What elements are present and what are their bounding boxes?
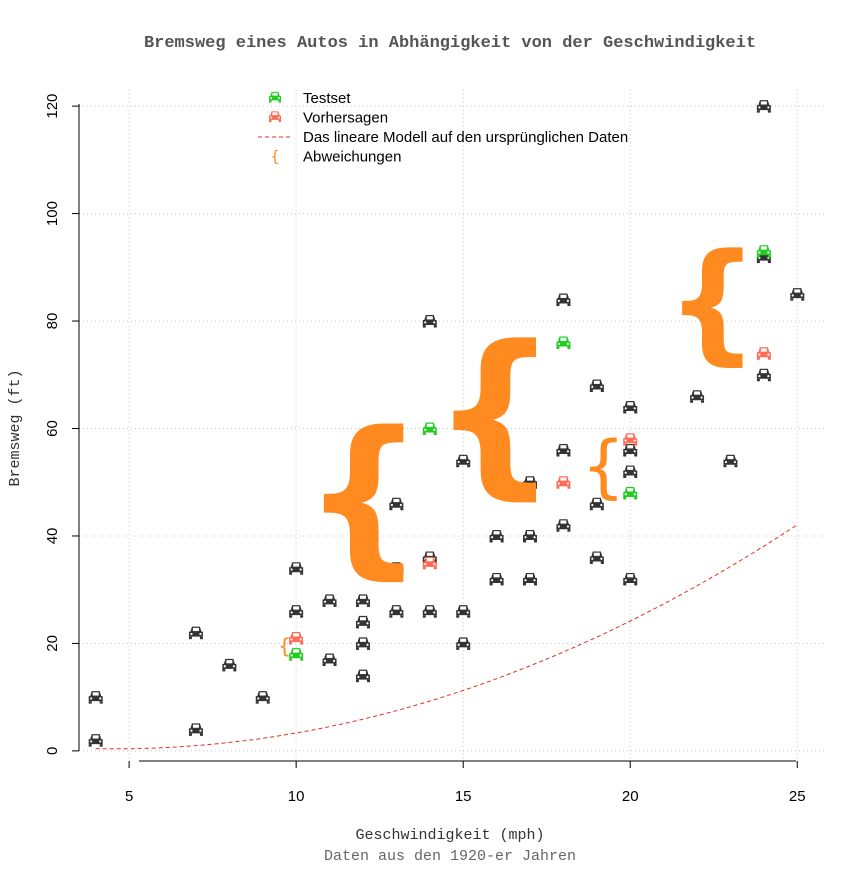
x-tick-label-0: 5 bbox=[125, 788, 133, 805]
data-point-37 bbox=[623, 401, 638, 414]
x-tick-label-3: 20 bbox=[622, 788, 639, 805]
data-point-28 bbox=[556, 519, 571, 532]
legend-abweichungen-label: Abweichungen bbox=[303, 149, 401, 166]
data-point-12 bbox=[355, 615, 370, 629]
data-point-29 bbox=[556, 443, 571, 457]
y-tick-label-4: 80 bbox=[44, 313, 61, 330]
y-tick-label-1: 20 bbox=[44, 635, 61, 652]
deviation-brace-0: { bbox=[278, 634, 291, 658]
model-line bbox=[95, 524, 798, 750]
data-point-25 bbox=[523, 572, 538, 586]
data-point-5 bbox=[255, 691, 270, 704]
legend-abweichungen-marker: { bbox=[270, 148, 280, 166]
data-point-26 bbox=[523, 529, 538, 543]
data-point-39 bbox=[723, 454, 738, 468]
chart-subtitle: Daten aus den 1920-er Jahren bbox=[324, 848, 576, 865]
deviation-brace-1: { bbox=[302, 394, 424, 595]
data-point-20 bbox=[456, 637, 471, 650]
data-point-23 bbox=[489, 572, 504, 586]
legend-testset-label: Testset bbox=[303, 90, 351, 107]
deviation-braces: {{{{{ bbox=[278, 226, 759, 658]
legend-model-label: Das lineare Modell auf den ursprüngliche… bbox=[303, 129, 628, 146]
data-point-1 bbox=[88, 691, 103, 704]
legend-vorhersagen-label: Vorhersagen bbox=[303, 110, 388, 127]
y-tick-label-3: 60 bbox=[44, 420, 61, 437]
data-point-31 bbox=[589, 551, 604, 564]
data-point-3 bbox=[188, 626, 203, 640]
x-tick-label-4: 25 bbox=[789, 788, 806, 805]
data-point-24 bbox=[489, 529, 504, 543]
model-line-group bbox=[95, 524, 798, 750]
legend-testset-marker bbox=[269, 91, 281, 103]
x-tick-label-1: 10 bbox=[288, 788, 305, 805]
data-point-14 bbox=[389, 605, 404, 618]
data-point-33 bbox=[589, 379, 604, 393]
x-tick-label-2: 15 bbox=[455, 788, 472, 805]
y-tick-label-6: 120 bbox=[44, 94, 61, 119]
y-tick-label-5: 100 bbox=[44, 201, 61, 226]
y-axis-label: Bremsweg (ft) bbox=[7, 369, 24, 486]
data-point-8 bbox=[322, 653, 337, 667]
deviation-brace-4: { bbox=[666, 226, 759, 378]
data-point-4 bbox=[222, 658, 237, 672]
axes: 5 10 15 20 25 0 20 40 60 80 100 120 bbox=[44, 94, 806, 805]
data-point-17 bbox=[422, 605, 437, 618]
data-point-40 bbox=[756, 368, 771, 382]
y-tick-label-2: 40 bbox=[44, 528, 61, 545]
data-point-35 bbox=[623, 465, 638, 478]
data-point-13 bbox=[355, 594, 370, 607]
data-point-30 bbox=[556, 293, 571, 307]
data-point-38 bbox=[690, 390, 705, 403]
x-axis-label: Geschwindigkeit (mph) bbox=[355, 827, 544, 844]
data-point-10 bbox=[355, 669, 370, 683]
legend: Testset Vorhersagen Das lineare Modell auf… bbox=[258, 90, 628, 166]
data-point-42 bbox=[756, 100, 771, 113]
deviation-brace-2: { bbox=[431, 308, 558, 516]
y-ticks: 0 20 40 60 80 100 120 bbox=[44, 94, 79, 755]
y-tick-label-0: 0 bbox=[44, 747, 61, 755]
data-point-9 bbox=[322, 594, 337, 607]
x-ticks: 5 10 15 20 25 bbox=[125, 761, 806, 805]
data-point-6 bbox=[289, 605, 304, 618]
prediction-point-3 bbox=[623, 433, 638, 446]
data-point-2 bbox=[188, 723, 203, 736]
data-point-34 bbox=[623, 572, 638, 586]
test-point-2 bbox=[556, 336, 571, 350]
prediction-point-2 bbox=[556, 476, 571, 489]
data-point-21 bbox=[456, 605, 471, 618]
legend-vorhersagen-marker bbox=[269, 111, 281, 123]
data-point-0 bbox=[88, 734, 103, 747]
chart-title: Bremsweg eines Autos in Abhängigkeit von… bbox=[144, 34, 756, 53]
data-point-11 bbox=[355, 637, 370, 650]
test-point-3 bbox=[623, 486, 638, 500]
prediction-point-4 bbox=[756, 347, 771, 360]
deviation-brace-3: { bbox=[581, 426, 625, 506]
data-point-7 bbox=[289, 562, 304, 575]
